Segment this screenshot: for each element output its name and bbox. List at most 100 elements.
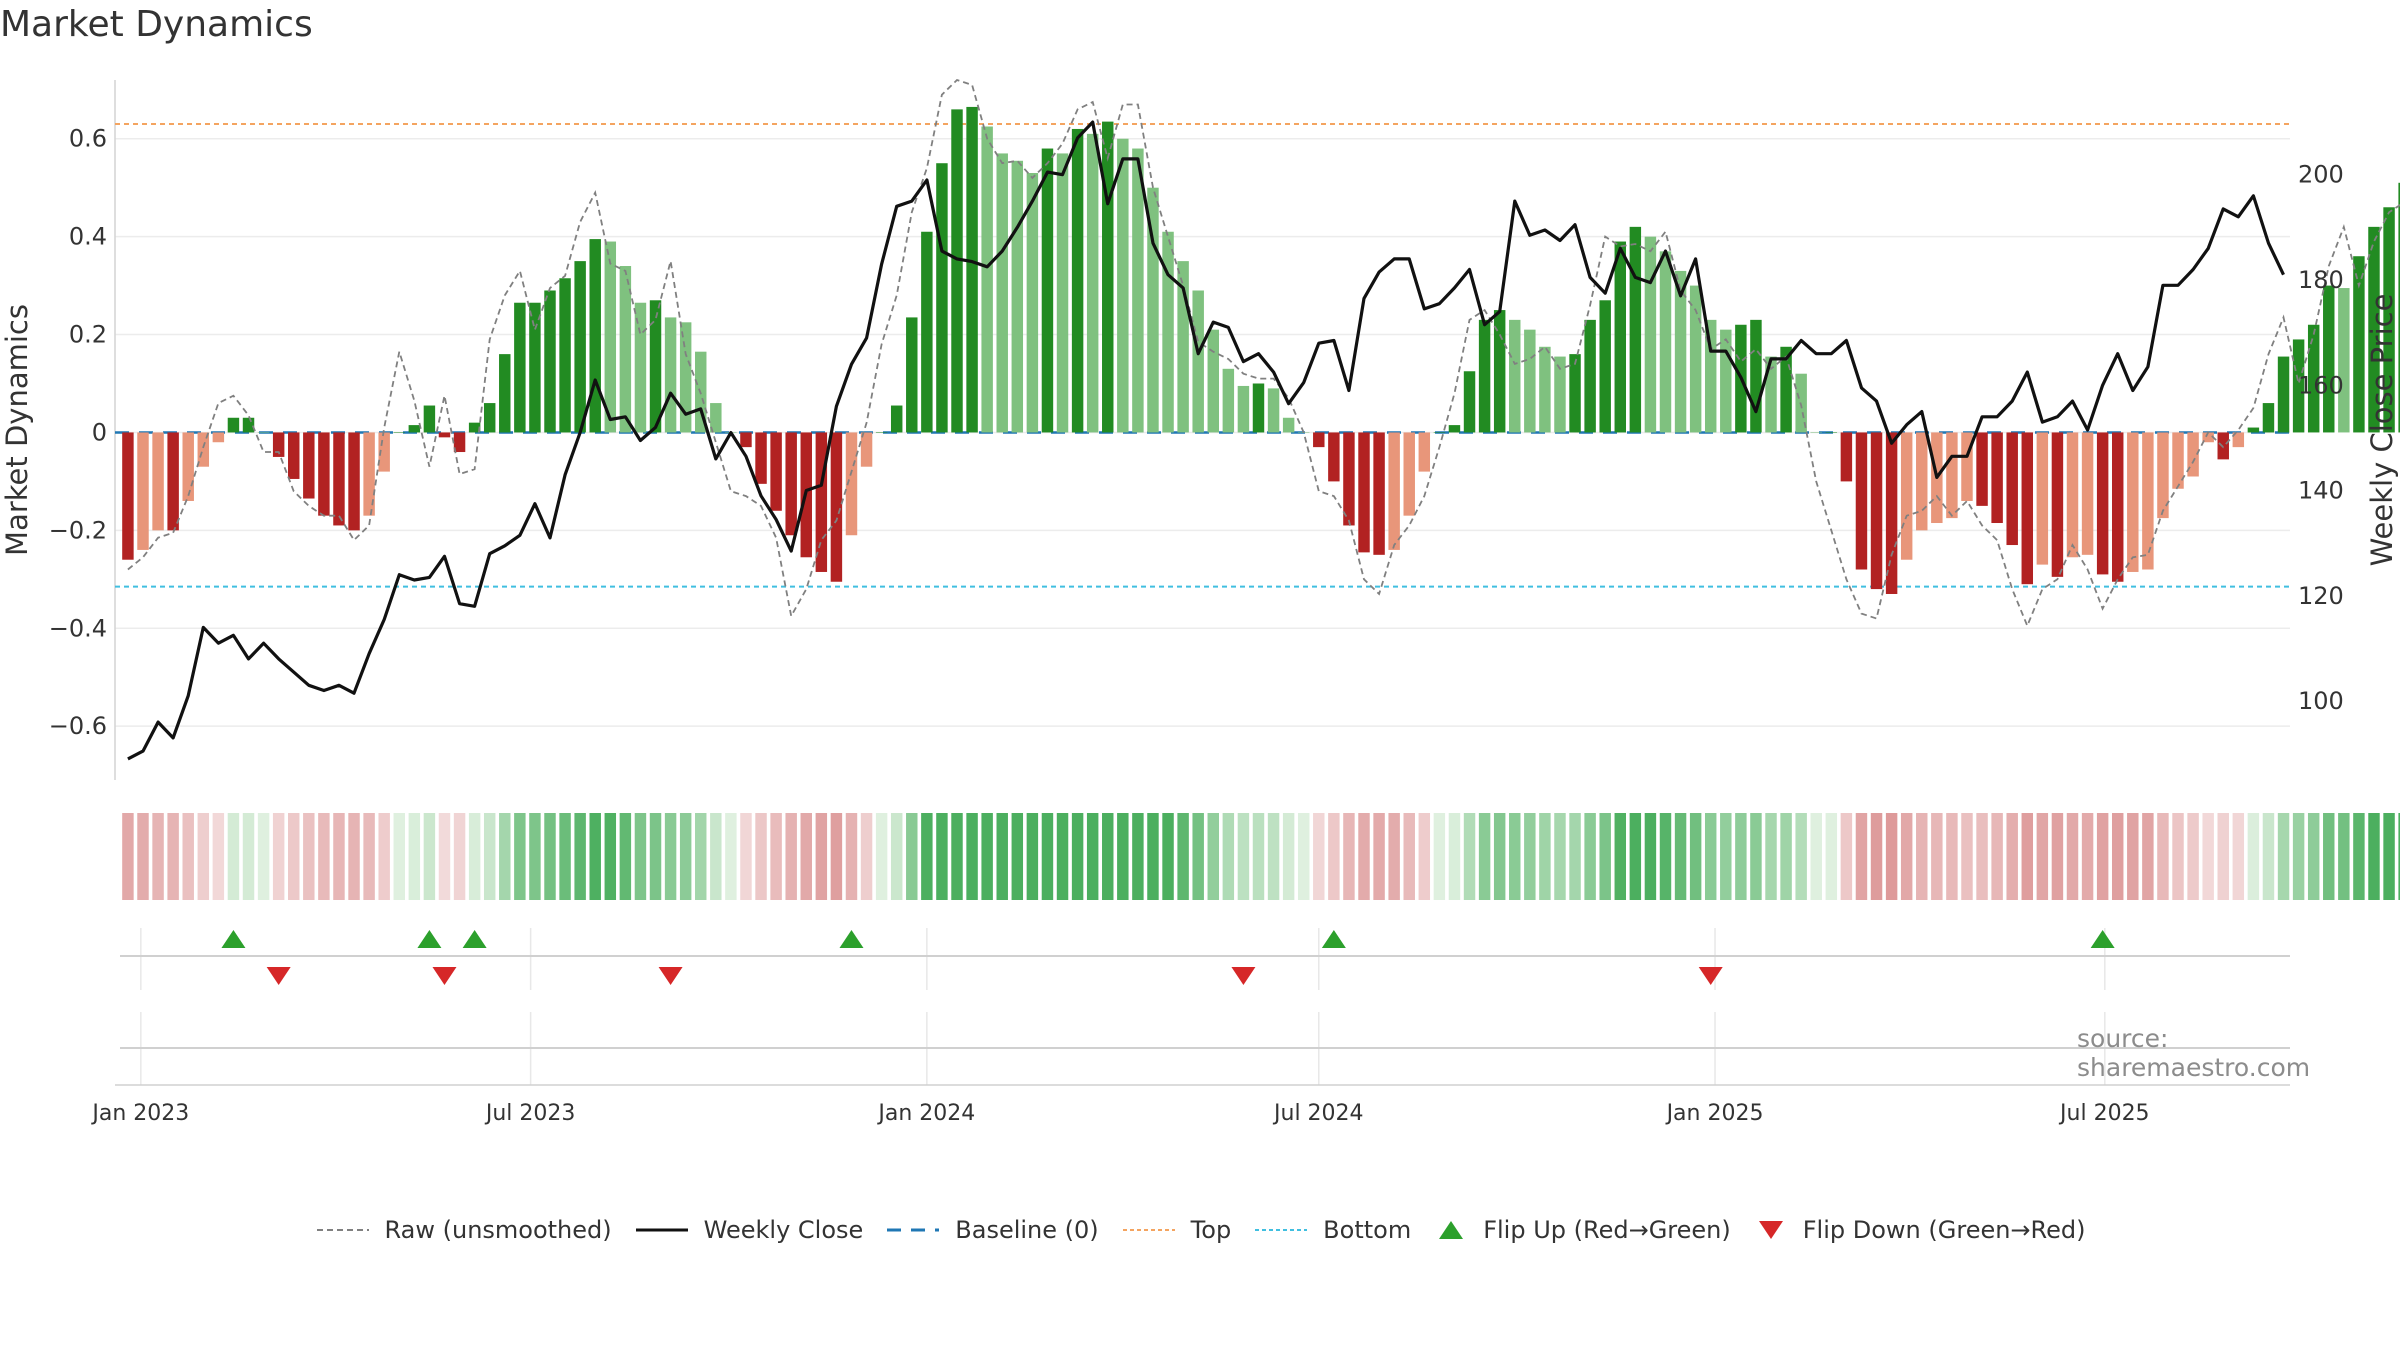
legend-item-flip-up[interactable]: Flip Up (Red→Green) — [1433, 1216, 1731, 1244]
regime-cell — [2157, 813, 2169, 900]
market-dynamics-bar — [1373, 432, 1385, 555]
market-dynamics-bar — [936, 163, 948, 433]
market-dynamics-bar — [1328, 432, 1340, 482]
regime-cell — [951, 813, 963, 900]
market-dynamics-bar — [1418, 432, 1431, 472]
market-dynamics-bar — [1071, 128, 1084, 433]
regime-cell — [2066, 813, 2079, 900]
regime-cell — [2353, 813, 2365, 900]
market-dynamics-bar — [1916, 432, 1928, 531]
market-dynamics-bar — [1056, 153, 1069, 433]
market-dynamics-bar — [2338, 288, 2350, 433]
regime-cell — [453, 813, 466, 900]
market-dynamics-bar — [393, 432, 405, 433]
regime-cell — [2217, 813, 2229, 900]
y-tick-label: 0.6 — [69, 125, 107, 153]
legend-item-bottom[interactable]: Bottom — [1253, 1216, 1411, 1244]
regime-cell — [288, 813, 300, 900]
regime-cell — [1554, 813, 1566, 900]
legend-item-raw[interactable]: Raw (unsmoothed) — [315, 1216, 612, 1244]
market-dynamics-bar — [2021, 432, 2034, 585]
market-dynamics-bar — [951, 109, 963, 433]
legend-label: Bottom — [1323, 1216, 1412, 1244]
market-dynamics-bar — [1102, 121, 1114, 433]
market-dynamics-bar — [167, 432, 179, 531]
market-dynamics-bar — [604, 241, 617, 433]
market-dynamics-bar — [845, 432, 858, 536]
regime-cell — [845, 813, 858, 900]
market-dynamics-bar — [2383, 207, 2395, 433]
market-dynamics-bar — [649, 300, 662, 433]
x-tick-label: Jan 2023 — [90, 1101, 189, 1126]
raw-series — [127, 78, 2400, 629]
market-dynamics-bar — [529, 302, 541, 433]
market-dynamics-bar — [1659, 251, 1672, 433]
regime-cell — [1674, 813, 1687, 900]
regime-cell — [649, 813, 662, 900]
market-dynamics-bar — [438, 432, 451, 438]
market-dynamics-bar — [634, 302, 647, 433]
regime-cell — [1267, 813, 1280, 900]
regime-cell — [906, 813, 918, 900]
regime-cell — [2036, 813, 2049, 900]
regime-cell — [936, 813, 948, 900]
regime-cell — [559, 813, 571, 900]
y-axis-right: 100 120 140 160 180 200 Weekly Close Price — [2298, 161, 2399, 715]
regime-cell — [1373, 813, 1385, 900]
market-dynamics-bar — [318, 432, 330, 516]
regime-cell — [800, 813, 812, 900]
regime-cell — [2323, 813, 2335, 900]
y-axis-label: Market Dynamics — [0, 304, 34, 556]
market-dynamics-bar — [1855, 432, 1868, 570]
regime-cell — [1282, 813, 1295, 900]
regime-cell — [1102, 813, 1114, 900]
regime-cell — [1750, 813, 1762, 900]
market-dynamics-bar — [2292, 339, 2305, 433]
market-dynamics-bar — [1117, 138, 1129, 433]
y2-tick-label: 140 — [2298, 477, 2344, 505]
market-dynamics-bar — [453, 432, 466, 453]
market-dynamics-bar — [1825, 432, 1838, 433]
market-dynamics-bar — [830, 432, 843, 582]
regime-cell — [619, 813, 632, 900]
market-dynamics-bar — [1900, 432, 1913, 560]
regime-strip — [122, 813, 2400, 900]
market-dynamics-bar — [2247, 427, 2260, 433]
regime-cell — [1448, 813, 1461, 900]
regime-cell — [725, 813, 737, 900]
regime-cell — [966, 813, 978, 900]
market-dynamics-bar — [1961, 432, 1973, 501]
market-dynamics-bar — [1644, 236, 1657, 433]
regime-cell — [1493, 813, 1506, 900]
market-dynamics-bar — [2262, 403, 2275, 433]
regime-cell — [770, 813, 782, 900]
market-dynamics-bar — [2368, 226, 2380, 433]
legend-item-top[interactable]: Top — [1121, 1216, 1231, 1244]
raw-line — [127, 78, 2400, 629]
regime-cell — [348, 813, 360, 900]
regime-cell — [333, 813, 345, 900]
market-dynamics-bar — [1282, 417, 1295, 433]
flip-up-marker — [2090, 930, 2115, 948]
regime-cell — [1509, 813, 1521, 900]
market-dynamics-bar — [544, 290, 556, 433]
legend-item-close[interactable]: Weekly Close — [634, 1216, 863, 1244]
market-dynamics-bar — [755, 432, 767, 484]
regime-cell — [1780, 813, 1792, 900]
market-dynamics-bar — [2307, 324, 2320, 433]
market-dynamics-bar — [1509, 319, 1521, 433]
regime-cell — [2006, 813, 2018, 900]
regime-cell — [197, 813, 210, 900]
regime-cell — [2383, 813, 2395, 900]
market-dynamics-bar — [1026, 173, 1039, 433]
legend-item-baseline[interactable]: Baseline (0) — [885, 1216, 1099, 1244]
regime-cell — [634, 813, 647, 900]
green-up-triangle-icon — [1439, 1221, 1464, 1239]
legend-item-flip-down[interactable]: Flip Down (Green→Red) — [1753, 1216, 2086, 1244]
regime-cell — [423, 813, 436, 900]
regime-cell — [921, 813, 933, 900]
market-dynamics-bar — [2111, 432, 2124, 582]
market-dynamics-bar — [1132, 148, 1144, 433]
regime-cell — [1795, 813, 1807, 900]
regime-cell — [1885, 813, 1898, 900]
